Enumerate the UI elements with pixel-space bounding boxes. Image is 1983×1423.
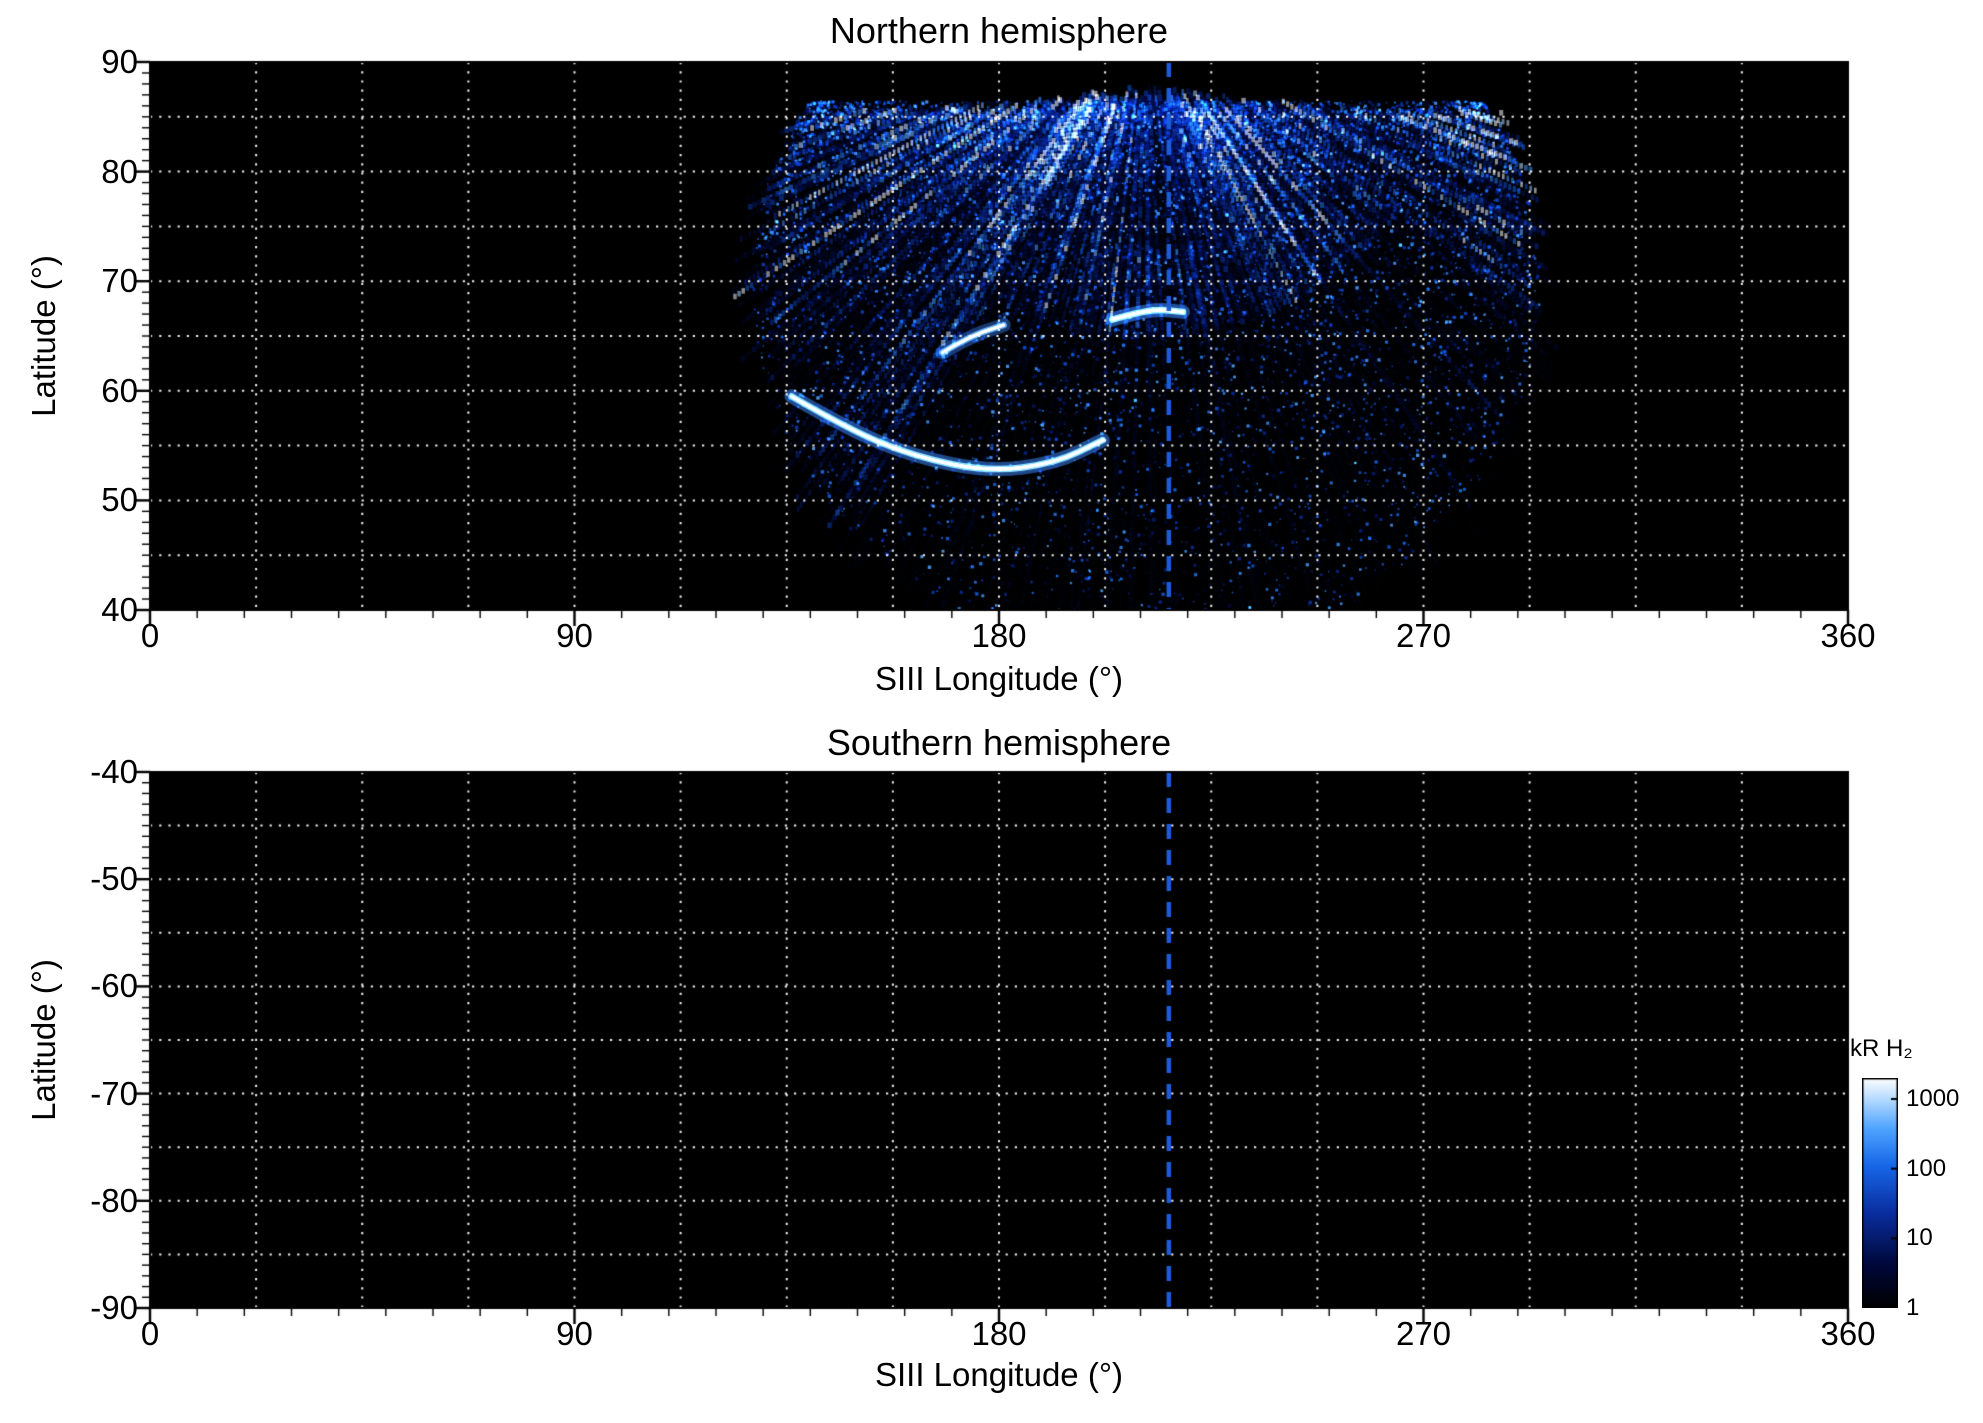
north-y-tick-label: 80: [101, 152, 138, 190]
north-x-tick-label: 0: [140, 617, 160, 654]
south-y-tick-label: -40: [90, 753, 138, 790]
south-x-tick-label: 270: [1395, 1315, 1452, 1352]
south-y-tick-label: -90: [90, 1289, 138, 1326]
south-y-tick-label: -50: [90, 860, 138, 898]
north-y-tick-label: 50: [101, 481, 138, 519]
south-x-tick-label: 180: [971, 1315, 1027, 1352]
colorbar-tick-label: 1: [1906, 1294, 1920, 1321]
north-x-tick-label: 90: [556, 617, 593, 654]
south-y-tick-label: -70: [90, 1074, 138, 1112]
south-x-tick-label: 360: [1820, 1315, 1876, 1352]
colorbar-gradient: [1862, 1078, 1898, 1308]
colorbar-tick-label: 1000: [1906, 1084, 1960, 1112]
north-x-tick-label: 360: [1820, 617, 1876, 654]
colorbar-unit-label: kR H₂: [1850, 1035, 1913, 1062]
north-x-tick-label: 180: [971, 617, 1027, 654]
colorbar-tick-label: 100: [1906, 1154, 1947, 1182]
colorbar-tick-label: 10: [1906, 1224, 1933, 1252]
south-y-axis-label: Latitude (°): [25, 959, 62, 1121]
north-x-axis-label: SIII Longitude (°): [875, 660, 1123, 697]
north-y-tick-label: 60: [101, 371, 138, 409]
northern-hemisphere-title: Northern hemisphere: [829, 10, 1169, 51]
southern-hemisphere-title: Southern hemisphere: [826, 722, 1172, 763]
south-x-tick-label: 0: [140, 1315, 160, 1352]
north-y-tick-label: 70: [101, 262, 138, 300]
north-x-tick-label: 270: [1395, 617, 1452, 654]
south-x-axis-label: SIII Longitude (°): [875, 1356, 1123, 1393]
south-y-tick-label: -80: [90, 1181, 138, 1219]
south-y-tick-label: -60: [90, 967, 138, 1005]
south-x-tick-label: 90: [556, 1315, 593, 1352]
north-y-axis-label: Latitude (°): [25, 255, 62, 417]
north-y-tick-label: 90: [101, 43, 138, 80]
north-y-tick-label: 40: [101, 591, 138, 628]
